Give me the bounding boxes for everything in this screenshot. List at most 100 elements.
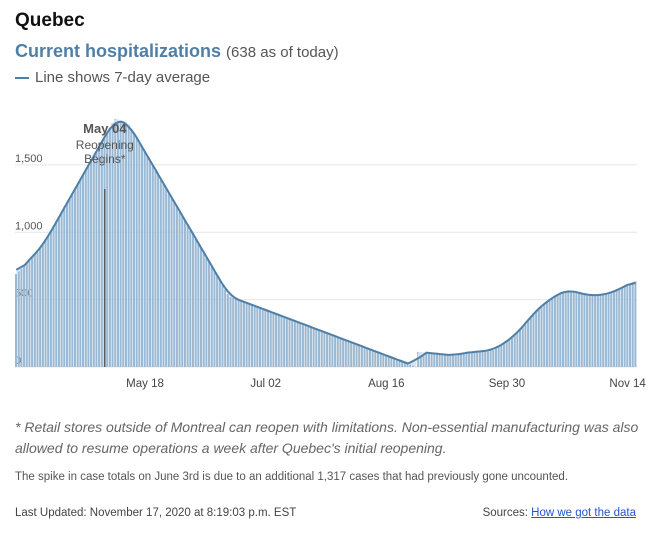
bar bbox=[425, 352, 428, 367]
bar bbox=[505, 341, 508, 367]
bar bbox=[60, 212, 63, 367]
bar bbox=[264, 310, 267, 367]
bar bbox=[384, 355, 388, 367]
bar bbox=[484, 350, 487, 367]
spike-note: The spike in case totals on June 3rd is … bbox=[15, 471, 569, 483]
bar bbox=[178, 211, 181, 367]
bar bbox=[572, 291, 575, 367]
bar bbox=[258, 307, 262, 367]
bar bbox=[551, 297, 554, 367]
y-tick-label: 1,000 bbox=[15, 220, 43, 232]
sources-link[interactable]: How we got the data bbox=[531, 507, 636, 519]
bar bbox=[529, 316, 532, 367]
bar bbox=[79, 179, 82, 367]
x-tick-label: Aug 16 bbox=[368, 378, 404, 390]
bar bbox=[347, 341, 350, 367]
bar bbox=[285, 318, 288, 367]
bar bbox=[213, 271, 216, 367]
bar bbox=[159, 179, 162, 367]
x-tick-label: Nov 14 bbox=[609, 378, 646, 390]
bar bbox=[165, 188, 168, 367]
bar bbox=[569, 290, 573, 367]
bar bbox=[462, 352, 465, 367]
bar bbox=[320, 331, 323, 367]
bar bbox=[95, 150, 98, 367]
bar bbox=[409, 364, 412, 367]
bar bbox=[575, 292, 578, 367]
bar bbox=[481, 351, 484, 367]
bar bbox=[154, 170, 157, 367]
bar bbox=[250, 304, 254, 367]
bar bbox=[588, 295, 591, 367]
bar bbox=[49, 230, 52, 367]
bar bbox=[108, 127, 111, 368]
bar bbox=[460, 353, 463, 367]
bar bbox=[344, 340, 347, 367]
bar bbox=[430, 353, 433, 367]
bar bbox=[291, 320, 294, 367]
bar bbox=[446, 354, 449, 367]
bar bbox=[468, 352, 471, 367]
bar bbox=[242, 301, 245, 367]
bar bbox=[202, 252, 205, 367]
bar bbox=[151, 165, 154, 367]
bar bbox=[548, 299, 551, 367]
bar bbox=[443, 354, 447, 367]
bar bbox=[267, 310, 270, 367]
bar bbox=[253, 305, 256, 367]
bar bbox=[39, 247, 42, 367]
bar bbox=[315, 329, 318, 367]
bar bbox=[564, 290, 567, 367]
bar bbox=[71, 193, 74, 367]
bar bbox=[422, 352, 425, 367]
bar bbox=[146, 156, 149, 367]
bar bbox=[363, 347, 366, 367]
bar bbox=[524, 323, 527, 367]
bar bbox=[63, 207, 66, 367]
bar bbox=[376, 352, 380, 367]
bar bbox=[628, 283, 632, 367]
bar bbox=[183, 220, 186, 367]
bar bbox=[229, 296, 232, 367]
bar bbox=[387, 356, 390, 367]
bar bbox=[433, 353, 436, 367]
y-tick-label: 1,500 bbox=[15, 153, 43, 165]
bar bbox=[84, 169, 87, 367]
bar bbox=[393, 358, 396, 367]
bar bbox=[334, 336, 337, 367]
bar bbox=[23, 265, 26, 367]
bar bbox=[317, 330, 321, 367]
bar bbox=[492, 350, 495, 367]
bar bbox=[73, 188, 77, 367]
annotation-text: Reopening bbox=[76, 138, 134, 152]
bar bbox=[438, 354, 441, 367]
bar bbox=[580, 293, 583, 367]
bar bbox=[535, 310, 538, 367]
bar bbox=[143, 151, 146, 367]
bar bbox=[301, 324, 304, 367]
bar bbox=[130, 129, 133, 367]
bar bbox=[516, 331, 519, 367]
bar bbox=[403, 362, 406, 367]
bar bbox=[28, 259, 31, 367]
bar bbox=[304, 325, 307, 367]
bar bbox=[328, 334, 331, 367]
bar bbox=[162, 184, 165, 367]
bar bbox=[510, 337, 514, 367]
bar bbox=[68, 197, 71, 367]
bar bbox=[296, 322, 299, 367]
bar bbox=[47, 235, 50, 367]
x-tick-label: Sep 30 bbox=[489, 378, 525, 390]
bar bbox=[355, 344, 358, 367]
bar bbox=[594, 295, 597, 367]
bar bbox=[17, 271, 20, 367]
bar bbox=[269, 312, 272, 367]
bar bbox=[610, 292, 613, 367]
bar bbox=[299, 323, 302, 367]
bar bbox=[224, 289, 227, 367]
bar bbox=[36, 250, 39, 367]
bar bbox=[199, 248, 203, 367]
bar bbox=[20, 268, 23, 367]
